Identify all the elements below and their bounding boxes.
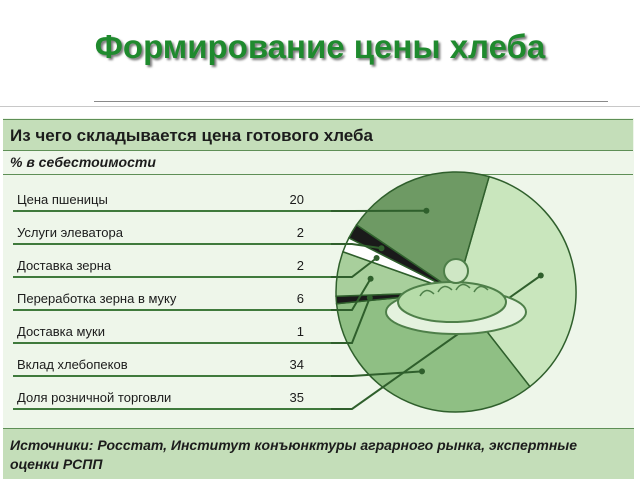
data-label: 34: [289, 357, 304, 372]
legend-underline: [13, 243, 331, 245]
legend-underline: [13, 342, 331, 344]
source-footer: [3, 428, 634, 479]
legend-row: Доставка зерна 2: [0, 258, 331, 278]
leader-line: [331, 370, 423, 377]
leader-dot: [367, 275, 374, 282]
title-divider: [94, 101, 608, 102]
chart-subtitle: % в себестоимости: [10, 154, 156, 170]
legend-label: Доставка зерна: [17, 258, 112, 273]
chart-title: Из чего складывается цена готового хлеба: [10, 126, 373, 145]
bread-loaf-illustration: [397, 281, 507, 323]
bun-illustration: [443, 258, 469, 284]
legend-label: Переработка зерна в муку: [17, 291, 177, 306]
leader-line: [331, 243, 382, 250]
leader-line: [331, 257, 378, 278]
data-label: 2: [296, 258, 304, 273]
leader-line: [331, 278, 372, 311]
legend-row: Переработка зерна в муку 6: [0, 291, 331, 311]
legend-row: Вклад хлебопеков 34: [0, 357, 331, 377]
leader-dot: [537, 272, 544, 279]
legend-row: Цена пшеницы 20: [0, 192, 331, 212]
chart-header: [3, 119, 633, 151]
leader-line: [331, 297, 371, 344]
legend-underline: [13, 309, 331, 311]
legend-label: Услуги элеватора: [17, 225, 123, 240]
data-label: 1: [296, 324, 304, 339]
legend-underline: [13, 210, 331, 212]
leader-dot: [378, 245, 385, 252]
chart-subtitle-divider: [3, 174, 633, 175]
legend-underline: [13, 408, 331, 410]
source-text: Источники: Росстат, Институт конъюнктуры…: [10, 437, 578, 472]
title-divider-secondary: [0, 106, 640, 107]
legend-underline: [13, 276, 331, 278]
leader-dot: [423, 207, 430, 214]
pie-slice: [455, 175, 577, 388]
data-label: 6: [296, 291, 304, 306]
leader-dot: [373, 255, 380, 261]
legend-row: Доля розничной торговли 35: [0, 390, 331, 410]
legend-underline: [13, 375, 331, 377]
leader-dot: [366, 294, 373, 301]
slide-title: Формирование цены хлеба: [94, 28, 546, 65]
leader-dot: [419, 368, 425, 375]
bread-crust-marks: [419, 283, 489, 297]
legend-label: Цена пшеницы: [17, 192, 108, 207]
data-label: 20: [289, 192, 304, 207]
legend-row: Услуги элеватора 2: [0, 225, 331, 245]
legend-label: Доставка муки: [17, 324, 105, 339]
legend-label: Вклад хлебопеков: [17, 357, 128, 372]
data-label: 2: [296, 225, 304, 240]
legend-label: Доля розничной торговли: [17, 390, 172, 405]
legend-row: Доставка муки 1: [0, 324, 331, 344]
data-label: 35: [289, 390, 304, 405]
